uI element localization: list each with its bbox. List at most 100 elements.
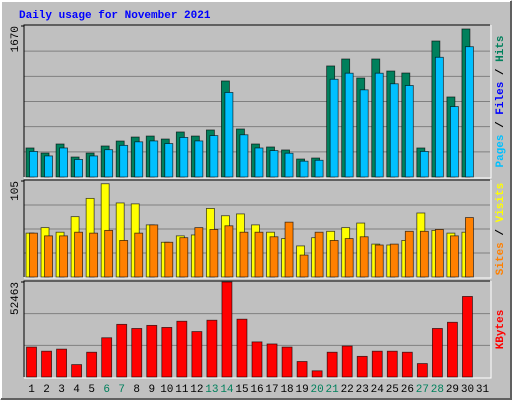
bar [389, 83, 399, 178]
bar [179, 136, 189, 178]
x-tick-label: 3 [58, 384, 65, 396]
bar [194, 140, 204, 178]
bar [371, 350, 383, 378]
bar [134, 141, 144, 178]
bar [374, 244, 384, 278]
bar [44, 155, 53, 178]
bar [266, 343, 278, 378]
x-tick-label: 5 [88, 384, 95, 396]
legend-separator: / [495, 222, 507, 242]
bar [119, 240, 129, 278]
y-tick-label: 52463 [10, 282, 22, 315]
bar [251, 341, 263, 378]
bar [326, 351, 338, 378]
bar [104, 229, 114, 278]
bar [59, 147, 68, 178]
bar [254, 231, 264, 278]
x-tick-label: 21 [326, 384, 340, 396]
x-tick-label: 27 [416, 384, 429, 396]
bar [74, 231, 83, 278]
bar [344, 72, 354, 178]
bar [269, 236, 279, 278]
bar [86, 351, 98, 378]
bar [209, 229, 219, 278]
bar [299, 254, 309, 278]
bar [434, 56, 444, 178]
x-tick-label: 9 [148, 384, 155, 396]
bar [71, 364, 83, 378]
bar [149, 224, 159, 278]
x-tick-label: 16 [250, 384, 263, 396]
bar [314, 231, 324, 278]
bar [254, 147, 264, 178]
x-tick-label: 12 [190, 384, 203, 396]
bar [389, 243, 399, 278]
bar [281, 346, 293, 378]
x-tick-label: 22 [341, 384, 354, 396]
bar [404, 85, 414, 178]
bar [239, 231, 249, 278]
bar [269, 150, 279, 178]
x-tick-label: 17 [265, 384, 278, 396]
bar [341, 345, 353, 378]
legend-entry: Pages [495, 135, 507, 168]
bar [447, 321, 458, 378]
bar [119, 144, 129, 178]
bar [450, 235, 459, 278]
legend-separator: / [495, 62, 507, 82]
x-tick-label: 28 [431, 384, 444, 396]
bar [236, 318, 248, 378]
x-tick-label: 6 [103, 384, 110, 396]
x-tick-label: 13 [205, 384, 218, 396]
legend-entry: KBytes [495, 310, 507, 350]
bar [89, 155, 99, 178]
bar [374, 72, 384, 178]
panel-border-light [24, 281, 492, 379]
bar [401, 351, 413, 378]
bar [419, 230, 429, 278]
x-tick-label: 14 [220, 384, 234, 396]
bar [296, 361, 308, 378]
bar [224, 225, 234, 278]
bar [74, 159, 83, 178]
bar [465, 46, 474, 178]
x-tick-label: 1 [28, 384, 35, 396]
bar [59, 235, 68, 278]
bar [299, 160, 309, 178]
bar [314, 159, 324, 178]
y-tick-label: 1670 [10, 26, 22, 52]
bar [434, 229, 444, 278]
bar [356, 355, 368, 378]
bar [194, 227, 204, 278]
bar [329, 78, 339, 178]
x-tick-label: 8 [133, 384, 140, 396]
legend-entry: Files [495, 82, 507, 115]
x-tick-label: 7 [118, 384, 125, 396]
bar [89, 232, 99, 278]
legend-entry: Visits [495, 183, 507, 223]
bar [191, 331, 203, 378]
bar [416, 363, 428, 378]
bar [29, 232, 38, 278]
bar [146, 324, 158, 378]
bar [344, 238, 354, 278]
chart-title: Daily usage for November 2021 [19, 10, 211, 22]
x-tick-label: 23 [356, 384, 369, 396]
bar [44, 235, 53, 278]
bar [431, 328, 443, 378]
bar [176, 320, 188, 378]
legend-entry: Sites [495, 242, 507, 275]
legend-entry: Hits [495, 35, 507, 61]
x-tick-label: 18 [280, 384, 293, 396]
legend-separator: / [495, 115, 507, 135]
bar [104, 149, 114, 178]
bar [149, 140, 159, 178]
x-tick-label: 20 [311, 384, 324, 396]
bar [284, 152, 294, 178]
bar [224, 92, 234, 178]
x-tick-label: 29 [446, 384, 459, 396]
bar [26, 346, 37, 378]
